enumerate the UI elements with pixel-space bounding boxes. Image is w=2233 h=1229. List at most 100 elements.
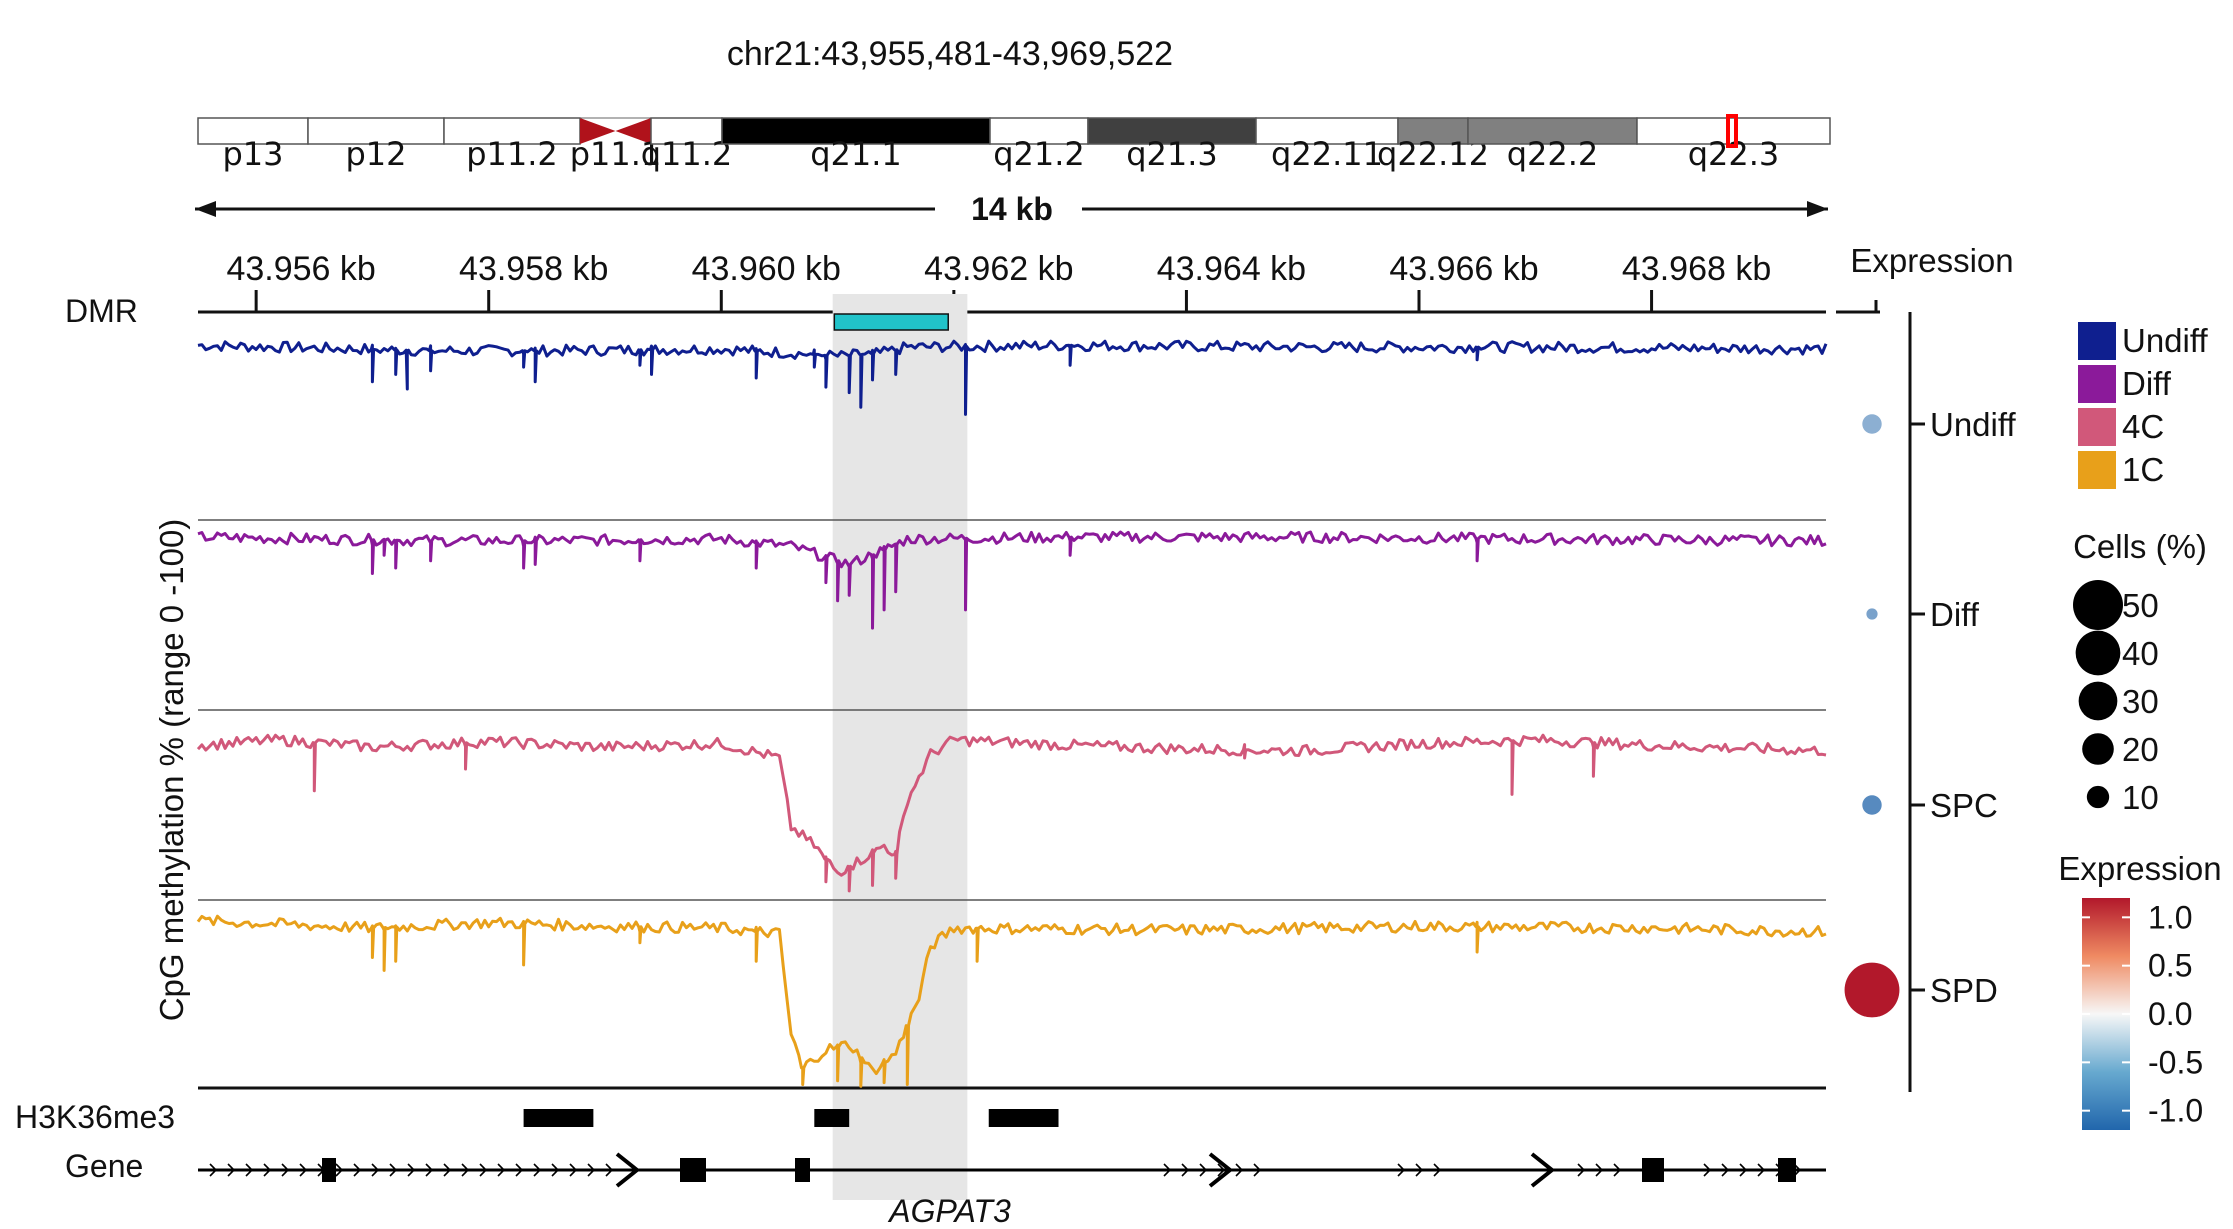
- x-tick-label: 43.960 kb: [692, 250, 841, 288]
- gene-name: AGPAT3: [887, 1193, 1011, 1229]
- expression-dot-spc: [1862, 795, 1882, 815]
- strand-arrow: [1217, 1163, 1226, 1177]
- strand-arrow: [479, 1163, 488, 1177]
- band-label: q11.2: [641, 135, 733, 173]
- h3k36me3-label: H3K36me3: [15, 1099, 175, 1135]
- strand-arrow: [461, 1163, 470, 1177]
- color-legend-title: Expression: [2058, 850, 2221, 887]
- size-legend-dot: [2073, 580, 2123, 630]
- band-label: p11.2: [466, 135, 558, 173]
- color-legend-label: -1.0: [2148, 1093, 2203, 1129]
- band-label: p12: [345, 135, 406, 173]
- region-title: chr21:43,955,481-43,969,522: [727, 35, 1173, 73]
- methylation-line-1c: [196, 914, 1827, 1088]
- strand-arrow: [263, 1163, 272, 1177]
- size-legend-label: 30: [2122, 683, 2159, 720]
- methylation-line-undiff: [197, 339, 1828, 416]
- band-label: q21.2: [993, 135, 1085, 173]
- band-label: q22.11: [1271, 135, 1383, 173]
- x-tick-label: 43.956 kb: [226, 250, 375, 288]
- strand-arrow: [443, 1163, 452, 1177]
- strand-arrow: [209, 1163, 218, 1177]
- band-label: p11.1: [570, 135, 662, 173]
- h3k36me3-track: [523, 1109, 1059, 1127]
- legend-swatch-1c: [2078, 451, 2116, 489]
- size-legend-dot: [2082, 733, 2114, 765]
- size-legend-dot: [2078, 681, 2118, 721]
- strand-arrow: [425, 1163, 434, 1177]
- strand-arrow: [371, 1163, 380, 1177]
- legend-label-1c: 1C: [2122, 451, 2164, 488]
- gene-exon: [795, 1158, 810, 1182]
- legend: Undiff Diff 4C 1C Cells (%) 50 40 30 20 10 Express…: [2058, 322, 2222, 1130]
- expression-group-label-spd: SPD: [1930, 972, 1998, 1009]
- ideogram-band: [1397, 117, 1469, 145]
- size-legend-label: 10: [2122, 779, 2159, 816]
- band-label: p13: [222, 135, 283, 173]
- strand-arrow: [281, 1163, 290, 1177]
- legend-label-undiff: Undiff: [2122, 322, 2208, 359]
- y-axis-label: CpG methylation % (range 0 -100): [153, 519, 190, 1022]
- highlight-layer: [832, 294, 968, 1200]
- expression-group-label-spc: SPC: [1930, 787, 1998, 824]
- dmr-track-label: DMR: [65, 293, 138, 329]
- ideogram-band: [307, 117, 445, 145]
- legend-swatch-undiff: [2078, 322, 2116, 360]
- strand-arrow: [335, 1163, 344, 1177]
- size-legend-dot: [2086, 785, 2110, 809]
- x-tick-label: 43.962 kb: [924, 250, 1073, 288]
- ideogram-band: [197, 117, 309, 145]
- large-strand-arrow: [1530, 1152, 1556, 1188]
- dmr-layer: [833, 313, 949, 331]
- color-legend-label: 1.0: [2148, 899, 2192, 935]
- h3k36me3-peak: [814, 1109, 850, 1127]
- ideogram-region-marker: [1726, 114, 1738, 148]
- strand-arrow: [227, 1163, 236, 1177]
- expression-dot-undiff: [1862, 414, 1882, 434]
- gene-track: [198, 1152, 1826, 1188]
- dmr-block: [833, 313, 949, 331]
- color-legend-label: 0.5: [2148, 948, 2192, 984]
- strand-arrow: [1199, 1163, 1208, 1177]
- gene-exon: [1778, 1158, 1796, 1182]
- strand-arrow: [1595, 1163, 1604, 1177]
- strand-arrow: [1703, 1163, 1712, 1177]
- x-axis: 43.956 kb 43.958 kb 43.960 kb 43.962 kb 43.9…: [226, 250, 1771, 312]
- ideogram-band: [443, 117, 581, 145]
- expression-dot-spd: [1844, 962, 1900, 1018]
- strand-arrow: [605, 1163, 614, 1177]
- centromere-p-mark: [580, 118, 616, 144]
- gene-track-label: Gene: [65, 1148, 143, 1184]
- strand-arrow: [1235, 1163, 1244, 1177]
- centromere-q-mark: [615, 118, 651, 144]
- ideogram-band: [650, 117, 723, 145]
- band-label: q22.3: [1688, 135, 1780, 173]
- ideogram-band: [1255, 117, 1399, 145]
- strand-arrow: [569, 1163, 578, 1177]
- strand-arrow: [1397, 1163, 1406, 1177]
- strand-arrow: [353, 1163, 362, 1177]
- expression-group-label-undiff: Undiff: [1930, 406, 2016, 443]
- color-legend-label: 0.0: [2148, 996, 2192, 1032]
- band-label: q21.1: [810, 135, 902, 173]
- strand-arrow: [1577, 1163, 1586, 1177]
- x-tick-label: 43.964 kb: [1157, 250, 1306, 288]
- size-legend-label: 40: [2122, 635, 2159, 672]
- strand-arrow: [389, 1163, 398, 1177]
- large-strand-arrow: [1208, 1152, 1234, 1188]
- x-tick-label: 43.968 kb: [1622, 250, 1771, 288]
- strand-arrow: [1415, 1163, 1424, 1177]
- expression-dot-diff: [1866, 608, 1878, 620]
- ideogram-band: [1087, 117, 1257, 145]
- size-legend-title: Cells (%): [2073, 528, 2207, 565]
- x-tick-label: 43.958 kb: [459, 250, 608, 288]
- methylation-line-diff: [197, 530, 1827, 630]
- h3k36me3-peak: [523, 1109, 594, 1127]
- ideogram-band: [721, 117, 991, 145]
- expression-panel: Undiff Diff SPC SPD: [1836, 300, 2016, 1092]
- size-legend-dot: [2075, 630, 2121, 676]
- scale-bar: 14 kb: [195, 191, 1828, 227]
- strand-arrow: [1181, 1163, 1190, 1177]
